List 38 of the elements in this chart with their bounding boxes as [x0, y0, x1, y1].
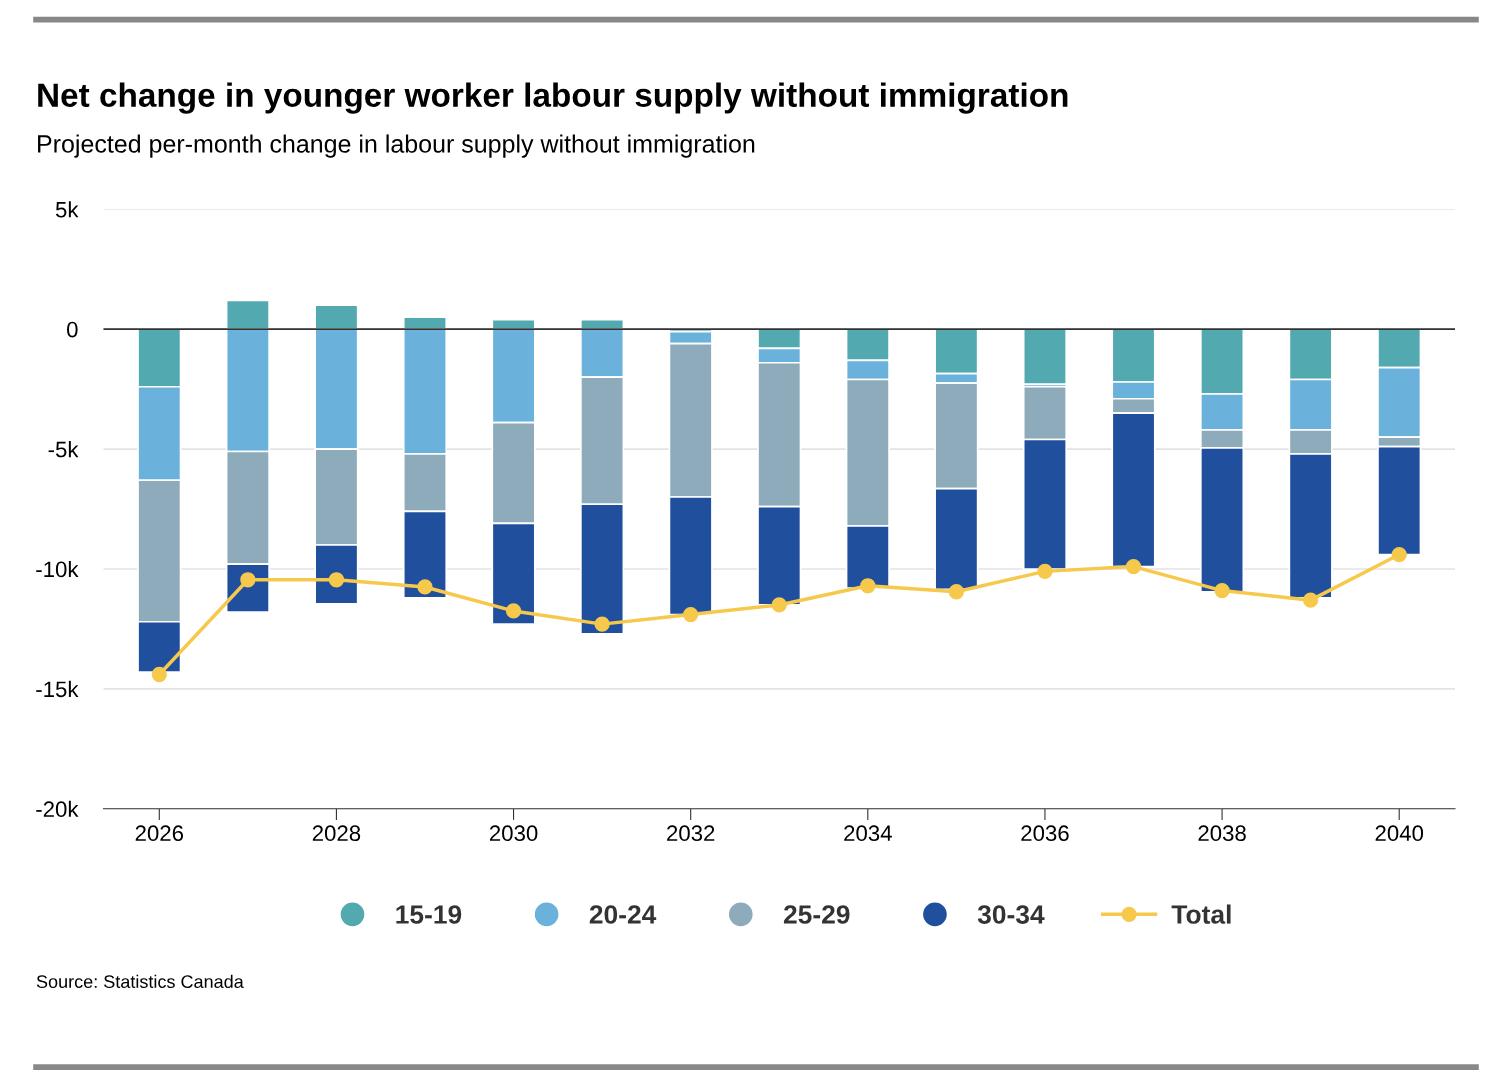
point: [683, 606, 699, 623]
y-tick-label: -10k: [36, 560, 79, 578]
legend-label: 15-19: [396, 905, 462, 924]
x-tick-label: 2028: [312, 825, 361, 842]
bar: [314, 304, 359, 331]
point: [771, 597, 787, 613]
point: [1214, 582, 1230, 599]
legend-label: 20-24: [589, 905, 657, 924]
y-tick-label: -20k: [36, 800, 79, 818]
y-tick-label: -15k: [36, 680, 79, 698]
x-tick-label: 2032: [667, 825, 715, 842]
point: [594, 616, 610, 632]
point: [505, 603, 522, 619]
bar: [225, 299, 270, 331]
legend-label: 25-29: [783, 905, 850, 924]
x-tick-label: 2040: [1375, 825, 1424, 842]
point: [1391, 546, 1407, 563]
x-tick-label: 2026: [135, 825, 184, 842]
chart-subtitle: Projected per-month change in labour supply without immigration: [38, 134, 755, 158]
bar: [1022, 328, 1068, 386]
point: [860, 578, 876, 594]
legend-label: 30-34: [977, 905, 1045, 924]
x-tick-label: 2030: [489, 825, 538, 842]
y-tick-label: 5k: [55, 201, 79, 218]
point: [151, 666, 167, 683]
legend-label: Total: [1171, 904, 1231, 924]
y-tick-label: -5k: [48, 441, 79, 458]
x-tick-label: 2034: [844, 825, 892, 842]
x-tick-label: 2038: [1198, 825, 1246, 842]
point: [417, 579, 433, 595]
point: [1302, 592, 1319, 608]
x-tick-label: 2036: [1021, 825, 1069, 842]
source-note: Source: Statistics Canada: [36, 974, 244, 989]
y-tick-label: 0: [67, 321, 78, 338]
point: [1125, 558, 1142, 575]
chart-title: Net change in younger worker labour supply without immigration: [38, 82, 1068, 114]
point: [948, 584, 965, 600]
point: [1037, 563, 1053, 580]
